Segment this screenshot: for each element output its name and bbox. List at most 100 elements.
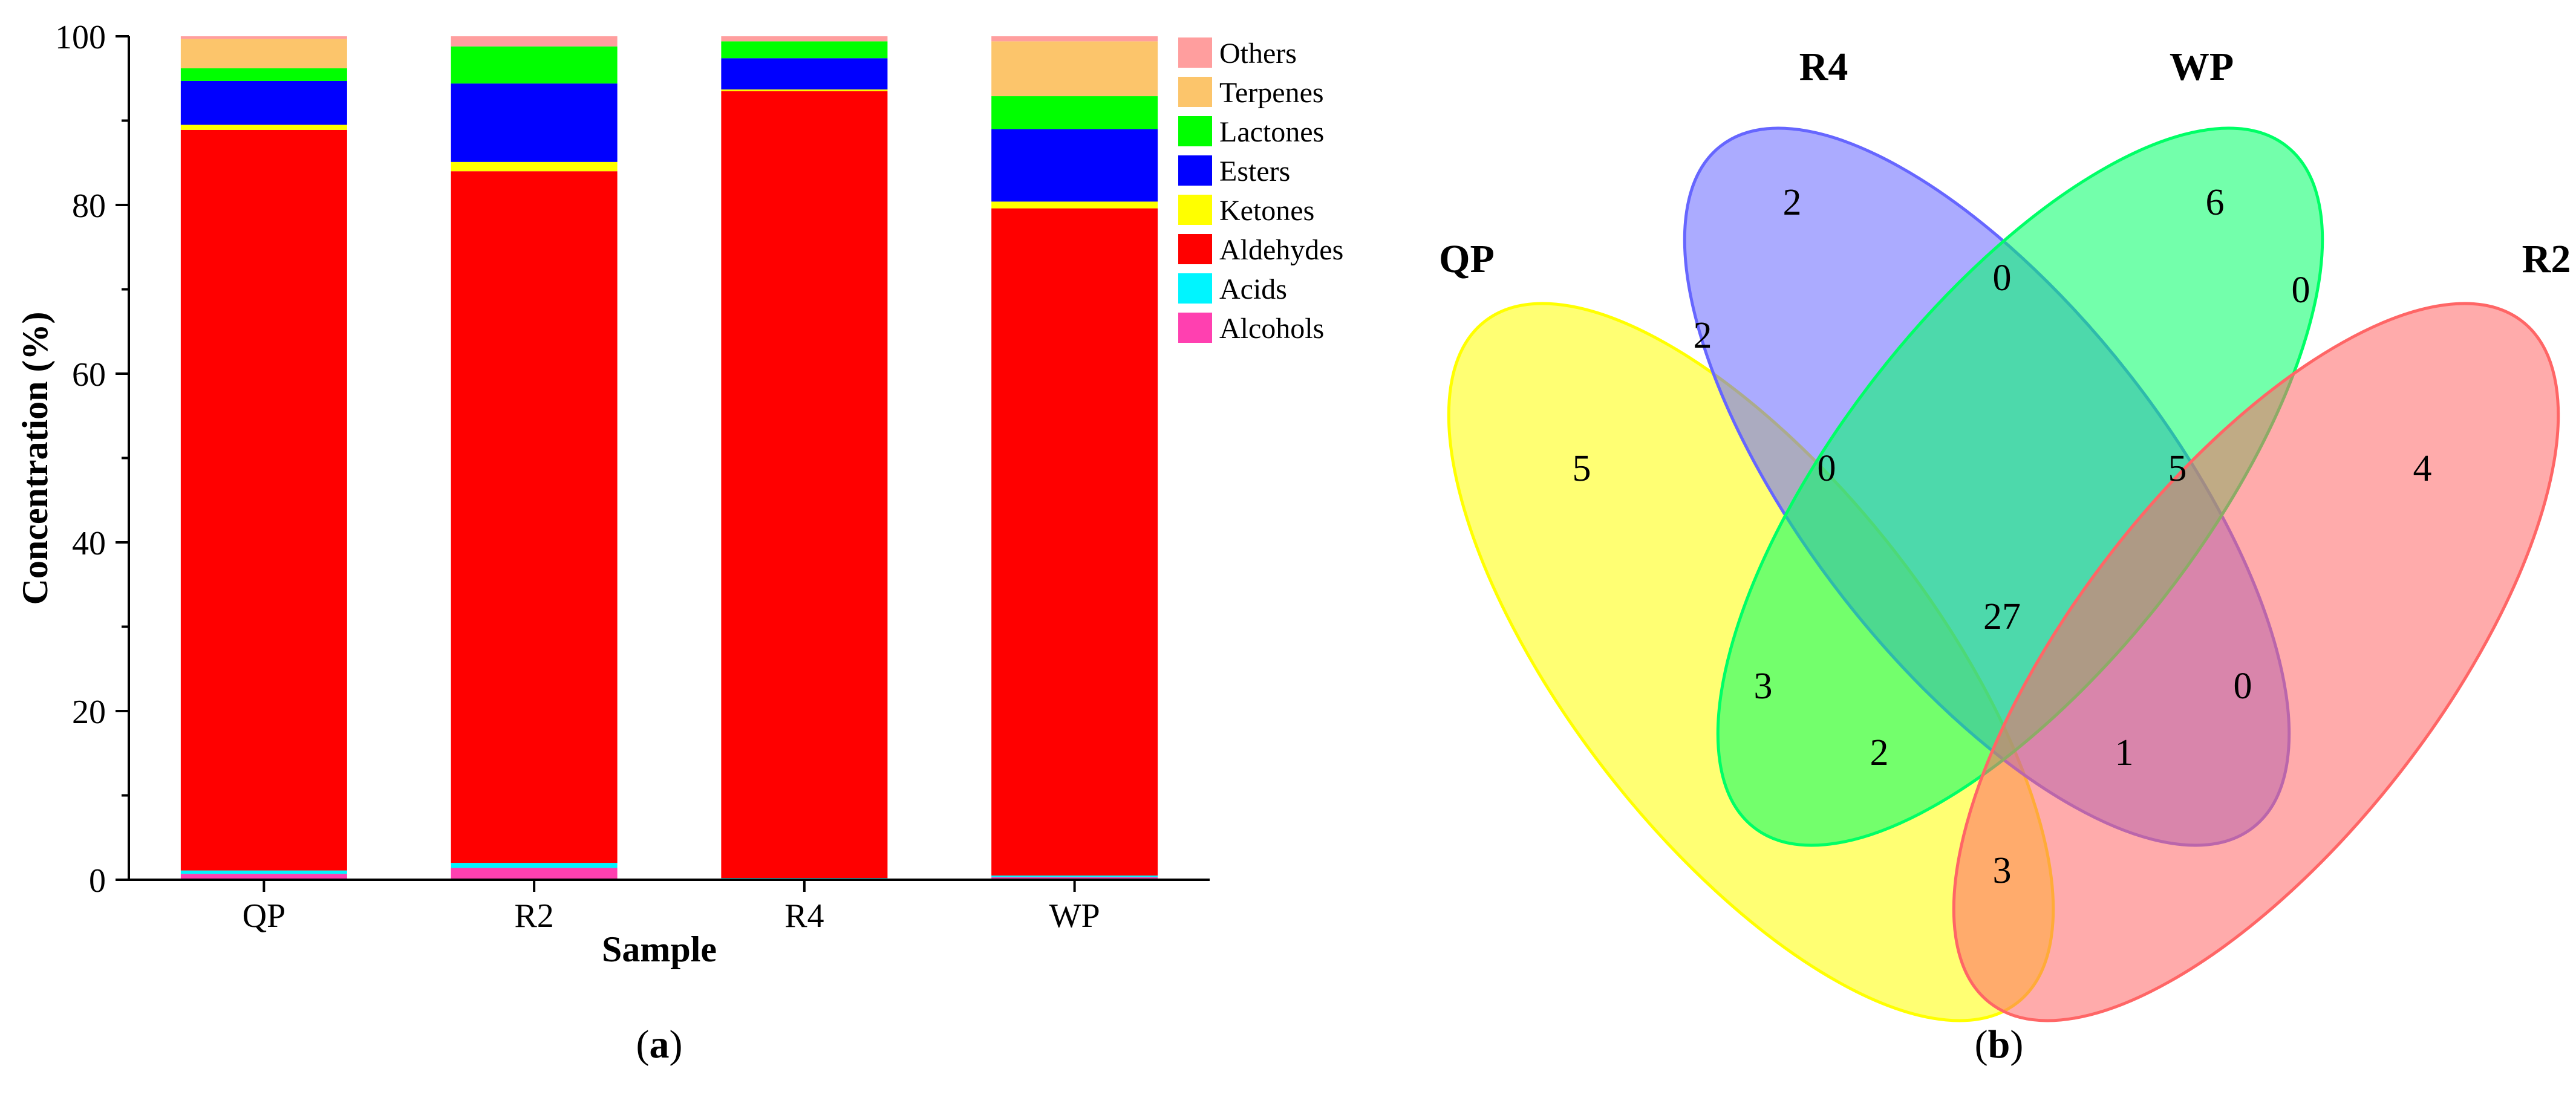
bar-segment-r4-ketones [721, 89, 888, 91]
y-tick-label: 80 [72, 187, 106, 225]
y-tick-label: 0 [89, 862, 106, 900]
x-tick-label: QP [243, 897, 286, 935]
bar-segment-qp-terpenes [180, 39, 347, 69]
y-tick-label: 60 [72, 356, 106, 394]
venn-set-r2 [1952, 302, 2560, 1022]
venn-region-count-r2: 4 [2413, 448, 2432, 489]
bar-segment-wp-terpenes [991, 41, 1158, 97]
bar-segment-r4-esters [721, 58, 888, 89]
bar-segment-wp-acids [991, 876, 1158, 877]
legend-item: Acids [1178, 273, 1287, 305]
venn-region-count-qp-r4-wp-r2: 27 [1983, 596, 2021, 637]
venn-region-count-r4-wp-r2: 5 [2168, 448, 2187, 489]
legend-swatch [1178, 155, 1212, 186]
venn-diagram: QP R4 WP R2 2 6 5 4 0 2 0 0 5 27 3 0 2 1 3 [1439, 45, 2571, 1022]
y-tick-label: 20 [72, 694, 106, 731]
bar-segment-r2-lactones [451, 46, 618, 84]
bar-segment-qp-lactones [180, 68, 347, 81]
venn-region-count-wp: 6 [2206, 182, 2225, 223]
bar-segment-r4-others [721, 36, 888, 42]
bar-segment-r4-acids [721, 878, 888, 879]
bar-segment-wp-others [991, 36, 1158, 42]
legend-label: Others [1219, 37, 1297, 70]
bar-segment-r2-alcohols [451, 868, 618, 880]
bar-segment-wp-ketones [991, 201, 1158, 209]
legend-label: Ketones [1219, 195, 1314, 227]
bar-segment-r2-ketones [451, 161, 618, 172]
legend-item: Terpenes [1178, 77, 1324, 109]
legend-label: Esters [1219, 155, 1290, 187]
bar-stacks [180, 36, 1158, 880]
venn-region-count-qp: 5 [1573, 448, 1591, 489]
bar-segment-wp-alcohols [991, 877, 1158, 880]
legend-label: Terpenes [1219, 77, 1324, 109]
venn-set-label-r2: R2 [2522, 237, 2571, 281]
venn-set-labels: QP R4 WP R2 [1439, 45, 2571, 281]
bar-segment-wp-esters [991, 129, 1158, 202]
bar-segment-r2-aldehydes [451, 171, 618, 863]
venn-set-label-wp: WP [2170, 45, 2234, 89]
x-axis-title: Sample [602, 929, 717, 969]
bar-segment-r2-esters [451, 83, 618, 162]
venn-region-count-qp-r2: 3 [1993, 850, 2012, 891]
chart-axes [116, 35, 1210, 892]
legend-swatch [1178, 195, 1212, 225]
panel-caption-a: (a) [636, 1022, 683, 1067]
venn-region-count-qp-r4: 2 [1694, 315, 1712, 356]
bar-segment-qp-esters [180, 80, 347, 125]
venn-region-count-qp-wp-r2: 2 [1870, 732, 1889, 773]
venn-region-count-qp-r4-wp: 0 [1818, 448, 1836, 489]
venn-set-label-r4: R4 [1799, 45, 1848, 89]
bar-segment-qp-ketones [180, 125, 347, 130]
x-tick-label: R4 [784, 897, 824, 935]
venn-region-count-qp-r4-r2: 1 [2115, 732, 2134, 773]
venn-region-count-r4-r2: 0 [2234, 666, 2252, 707]
legend-swatch [1178, 37, 1212, 68]
bar-segment-r4-lactones [721, 41, 888, 59]
legend-label: Alcohols [1219, 313, 1324, 345]
bar-segment-qp-others [180, 36, 347, 39]
x-tick-labels: QP R2 R4 WP [243, 897, 1100, 935]
bar-segment-r4-aldehydes [721, 91, 888, 879]
bar-segment-r2-others [451, 36, 618, 47]
legend-label: Lactones [1219, 116, 1324, 148]
legend-item: Lactones [1178, 116, 1324, 148]
y-axis-title: Concentration (%) [15, 312, 55, 605]
legend-item: Alcohols [1178, 313, 1324, 345]
x-tick-label: WP [1049, 897, 1100, 935]
legend-swatch [1178, 77, 1212, 107]
venn-ellipses [1447, 126, 2560, 1022]
venn-region-count-qp-wp: 3 [1754, 666, 1773, 707]
venn-region-count-r4: 2 [1783, 182, 1802, 223]
legend-swatch [1178, 313, 1212, 343]
venn-set-label-qp: QP [1439, 237, 1495, 281]
panel-label-b: b [1987, 1022, 2010, 1067]
y-tick-label: 40 [72, 525, 106, 562]
bar-segment-qp-acids [180, 870, 347, 874]
bar-segment-r2-acids [451, 863, 618, 868]
legend-item: Esters [1178, 155, 1290, 187]
legend-item: Aldehydes [1178, 234, 1343, 266]
venn-region-counts: 2 6 5 4 0 2 0 0 5 27 3 0 2 1 3 [1573, 182, 2432, 891]
panel-caption-b: (b) [1974, 1022, 2024, 1067]
legend-item: Ketones [1178, 195, 1314, 227]
legend-swatch [1178, 116, 1212, 146]
bar-segment-wp-aldehydes [991, 208, 1158, 876]
y-tick-label: 100 [55, 19, 106, 56]
legend-label: Acids [1219, 273, 1287, 305]
legend-label: Aldehydes [1219, 234, 1343, 266]
venn-region-count-r4-wp: 0 [1993, 258, 2012, 299]
x-tick-label: R2 [514, 897, 553, 935]
panel-label-a: a [649, 1022, 670, 1067]
bar-segment-wp-lactones [991, 96, 1158, 129]
legend-swatch [1178, 273, 1212, 304]
venn-region-count-wp-r2: 0 [2292, 270, 2310, 311]
legend-item: Others [1178, 37, 1297, 70]
legend-swatch [1178, 234, 1212, 264]
y-tick-labels: 0 20 40 60 80 100 [55, 19, 106, 900]
bar-segment-qp-alcohols [180, 874, 347, 880]
legend: Others Terpenes Lactones Esters Ketones Aldeh… [1178, 37, 1343, 345]
bar-segment-qp-aldehydes [180, 129, 347, 871]
